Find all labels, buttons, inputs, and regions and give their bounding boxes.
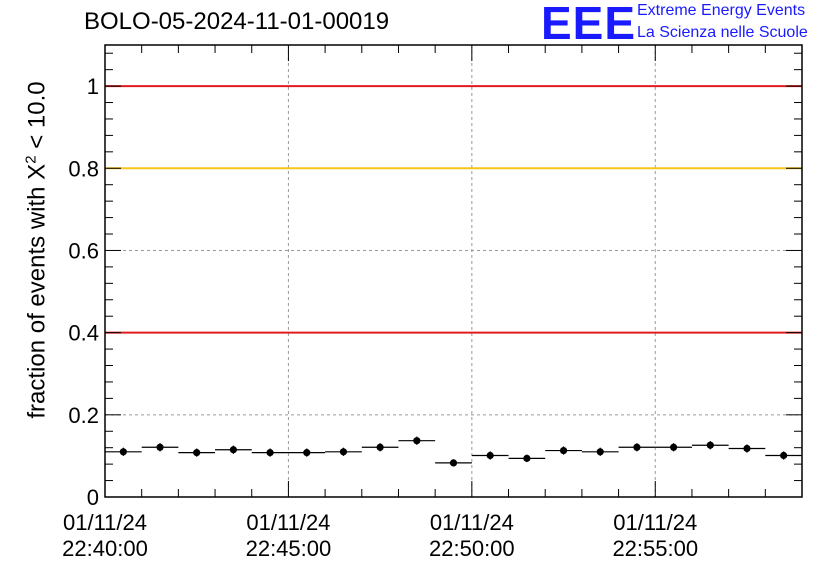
x-tick-label-date: 01/11/24 [63, 510, 147, 535]
data-point [596, 448, 604, 456]
data-point [193, 449, 201, 457]
x-tick-label-time: 22:45:00 [246, 536, 332, 561]
x-tick-label-time: 22:40:00 [62, 536, 148, 561]
data-point [449, 459, 458, 467]
data-point [670, 443, 678, 451]
x-tick-label-date: 01/11/24 [246, 510, 330, 535]
y-tick-label: 0.8 [68, 156, 99, 181]
data-point [706, 441, 714, 449]
data-point [633, 443, 641, 451]
data-point [229, 446, 237, 454]
data-point [303, 449, 311, 457]
y-tick-label: 0.2 [68, 403, 99, 428]
x-tick-label-date: 01/11/24 [430, 510, 514, 535]
chart-title: BOLO-05-2024-11-01-00019 [84, 8, 390, 35]
data-point [266, 449, 274, 457]
x-tick-label-time: 22:50:00 [429, 536, 515, 561]
data-point [486, 451, 494, 460]
plot-frame [104, 44, 803, 498]
y-tick-label: 0 [87, 485, 99, 510]
data-point [156, 443, 164, 451]
logo-subtitle-1: Extreme Energy Events [637, 2, 806, 19]
data-point [523, 454, 531, 462]
data-point [119, 448, 127, 456]
data-point [559, 446, 568, 455]
y-tick-label: 0.4 [68, 321, 99, 346]
data-point [743, 444, 751, 453]
y-tick-label: 1 [87, 74, 99, 99]
data-point [339, 448, 348, 456]
data-point [413, 437, 421, 445]
eee-logo: EEE [541, 0, 637, 49]
x-tick-label-date: 01/11/24 [613, 510, 697, 535]
data-point [780, 451, 788, 460]
data-point [376, 443, 384, 451]
logo-subtitle-2: La Scienza nelle Scuole [637, 24, 808, 41]
y-tick-label: 0.6 [68, 238, 99, 263]
x-tick-label-time: 22:55:00 [612, 536, 698, 561]
